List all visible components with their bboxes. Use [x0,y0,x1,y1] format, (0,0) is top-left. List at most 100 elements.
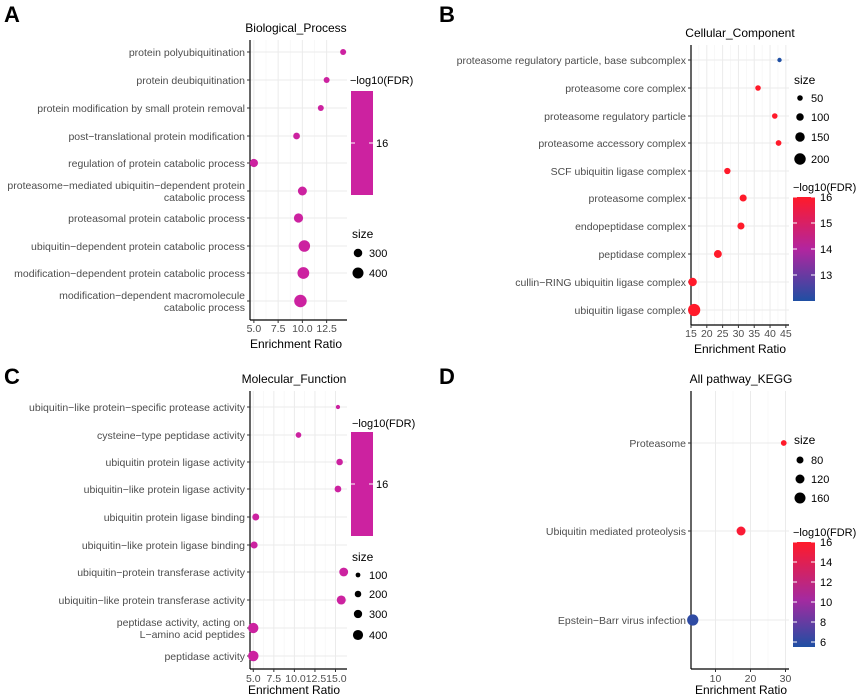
color-bar-label: 16 [820,192,832,204]
panel-title-d: All pathway_KEGG [690,372,793,386]
plot-background [691,45,789,325]
data-point [336,595,346,605]
size-legend-dot [796,456,804,464]
size-legend-dot [796,113,804,121]
x-tick-label: 40 [764,328,776,340]
y-category-label: cullin−RING ubiquitin ligase complex [515,277,686,289]
y-category-label: ubiquitin protein ligase activity [106,457,246,469]
data-point [334,485,342,493]
x-tick-label: 45 [780,328,792,340]
color-legend-title-d: −log10(FDR) [793,527,856,539]
x-tick-label: 25 [717,328,729,340]
color-bar-a [351,91,373,195]
size-legend-label: 100 [811,112,829,124]
y-category-label: peptidase activity [164,651,245,663]
size-legend-label: 400 [369,268,387,280]
y-category-label: Proteasome [629,438,686,450]
y-category-label: ubiquitin−like protein ligase activity [84,484,246,496]
color-bar-b [793,197,815,301]
data-point [248,650,259,662]
x-axis-title-a: Enrichment Ratio [250,337,342,351]
size-legend-label: 120 [811,474,829,486]
data-point [252,513,260,521]
size-legend-label: 50 [811,93,823,105]
size-legend-dot [794,492,806,504]
size-legend-dot [797,95,803,101]
data-point [713,250,722,258]
data-point [724,167,731,175]
panel-letter-c: C [4,364,20,389]
panel-letter-b: B [439,2,455,27]
color-bar-d [793,542,815,647]
size-legend-title-d: size [794,433,816,447]
y-category-label: modification−dependent macromolecule [59,290,245,302]
color-legend-title-c: −log10(FDR) [352,418,415,430]
plot-area-c: 5.0 7.5 10.012.515.0 ubiquitin−like protein… [29,391,387,685]
color-bar-label: 10 [820,597,832,609]
size-legend-dot [355,572,361,578]
data-point [771,113,778,119]
y-category-label: proteasomal protein catabolic process [68,213,245,225]
x-tick-label: 30 [780,673,792,685]
x-axis-title-b: Enrichment Ratio [694,342,786,356]
x-tick-label: 20 [701,328,713,340]
y-category-label: modification−dependent protein catabolic… [14,268,245,280]
size-legend-dot [795,132,805,142]
data-point [775,140,782,146]
size-legend-label: 400 [369,630,387,642]
x-axis-title-c: Enrichment Ratio [248,683,340,697]
color-bar-label: 14 [820,557,832,569]
size-legend-label: 200 [811,154,829,166]
size-legend-title-b: size [794,73,816,87]
y-category-label: catabolic process [164,192,245,204]
size-legend-label: 160 [811,493,829,505]
y-category-label: post−translational protein modification [68,131,245,143]
color-bar-label: 15 [820,218,832,230]
y-category-label: SCF ubiquitin ligase complex [551,166,687,178]
size-legend-dot [795,474,805,484]
y-category-label: Ubiquitin mediated proteolysis [546,526,686,538]
size-legend-dot [353,609,363,619]
size-legend-dot [354,590,362,598]
data-point [755,85,761,91]
x-tick-label: 5.0 [247,323,262,335]
color-bar-label: 8 [820,617,826,629]
y-category-label: protein deubiquitination [136,75,245,87]
y-category-label: proteasome regulatory particle [544,111,686,123]
data-point [335,404,341,410]
color-legend-title-a: −log10(FDR) [350,75,413,87]
data-point [298,240,311,252]
y-category-label: proteasome−mediated ubiquitin−dependent … [7,180,245,192]
x-tick-label: 35 [748,328,760,340]
panel-letter-d: D [439,364,455,389]
y-category-label: ubiquitin ligase complex [575,305,687,317]
y-category-label: proteasome regulatory particle, base sub… [457,55,687,67]
panel-title-b: Cellular_Component [685,26,795,40]
data-point [688,303,701,317]
y-category-label: ubiquitin−protein transferase activity [77,567,246,579]
y-category-label: ubiquitin−dependent protein catabolic pr… [31,241,245,253]
y-category-label: endopeptidase complex [575,221,687,233]
color-bar-label-a: 16 [376,138,388,150]
plot-area-b: 15 20 25 30 35 40 45 proteasome regulatory part… [457,45,832,340]
data-point [317,105,324,111]
panel-title-c: Molecular_Function [242,372,347,386]
y-category-label: regulation of protein catabolic process [68,158,245,170]
data-point [739,194,747,202]
data-point [780,440,787,446]
x-tick-label: 7.5 [271,323,286,335]
size-legend-dot [352,267,364,279]
x-tick-label: 30 [733,328,745,340]
y-category-label: Epstein−Barr virus infection [558,615,686,627]
color-bar-label: 6 [820,637,826,649]
x-tick-label: 5.0 [246,673,261,685]
size-legend-label: 100 [369,570,387,582]
data-point [293,132,300,140]
x-tick-label: 15 [685,328,697,340]
size-legend-label: 150 [811,132,829,144]
panel-title-a: Biological_Process [245,21,346,35]
data-point [339,567,349,577]
data-point [687,614,699,626]
data-point [248,622,259,634]
size-legend-label: 200 [369,589,387,601]
